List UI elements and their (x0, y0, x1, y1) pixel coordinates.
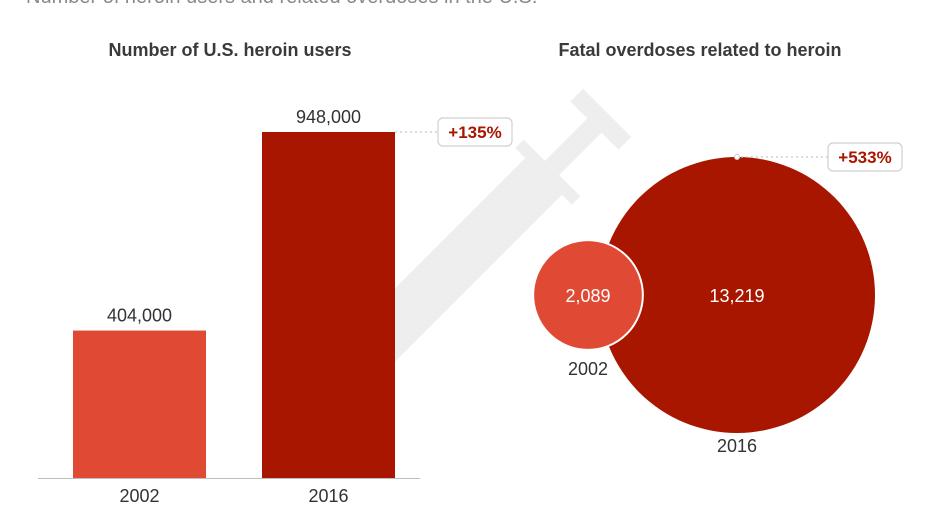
bubble-top-marker (734, 154, 740, 160)
svg-text:+135%: +135% (448, 123, 501, 142)
bubble-category-label-2016: 2016 (717, 436, 757, 456)
bubble-value-label-2016: 13,219 (709, 286, 764, 306)
chart-subtitle: Number of heroin users and related overd… (26, 0, 537, 9)
bar-value-label-2002: 404,000 (107, 306, 172, 326)
bubble-value-label-2002: 2,089 (565, 286, 610, 306)
bubble-chart: 2,089 13,219 2002 2016 +533% (532, 142, 903, 456)
bubble-category-label-2002: 2002 (568, 359, 608, 379)
change-badge-users: +135% (437, 117, 513, 147)
bar-2002 (73, 330, 206, 478)
bar-value-label-2016: 948,000 (296, 107, 361, 127)
change-badge-overdoses: +533% (827, 142, 903, 172)
bubble-2002 (532, 239, 644, 351)
bar-category-label-2016: 2016 (308, 486, 348, 506)
bubble-chart-title: Fatal overdoses related to heroin (558, 40, 842, 60)
bubble-2016 (599, 157, 875, 433)
bar-category-label-2002: 2002 (119, 486, 159, 506)
bar-chart-title: Number of U.S. heroin users (108, 40, 352, 60)
bar-2016 (262, 132, 395, 478)
bar-chart: 404,000 2002 948,000 2016 +135% (38, 107, 513, 506)
svg-text:+533%: +533% (838, 148, 891, 167)
